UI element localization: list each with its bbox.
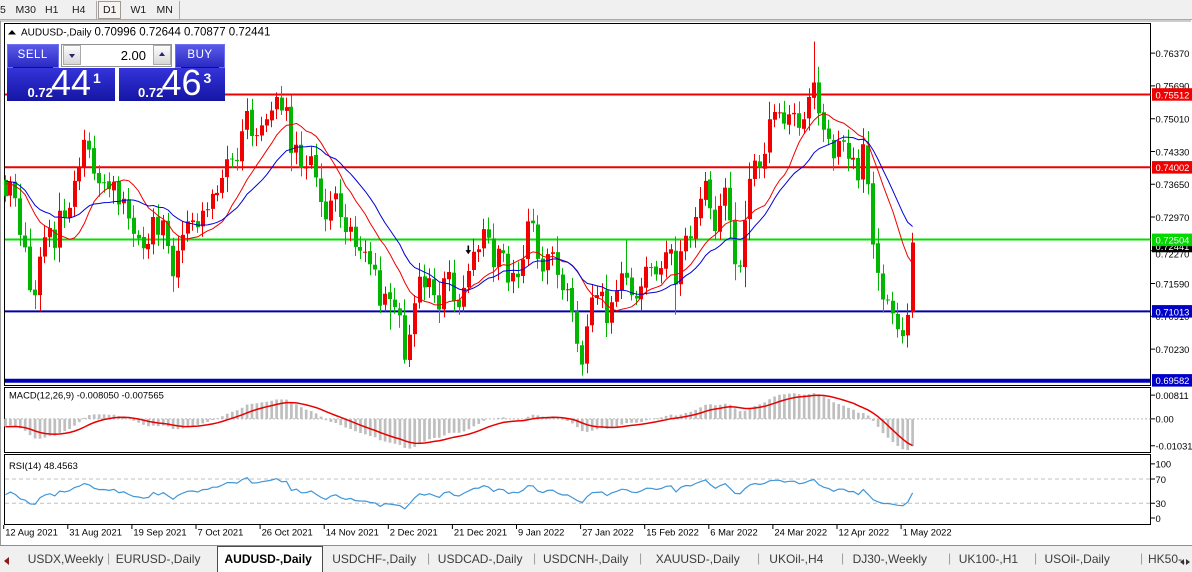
svg-text:0.00: 0.00: [1156, 414, 1174, 425]
svg-text:9 Jan 2022: 9 Jan 2022: [518, 527, 564, 538]
svg-text:19 Sep 2021: 19 Sep 2021: [133, 527, 186, 538]
svg-text:AUDUSD-,Daily: AUDUSD-,Daily: [21, 28, 92, 39]
svg-text:0.73650: 0.73650: [1156, 179, 1190, 190]
svg-text:31 Aug 2021: 31 Aug 2021: [69, 527, 122, 538]
svg-text:-0.0103115: -0.0103115: [1156, 441, 1192, 452]
svg-text:70: 70: [1156, 474, 1166, 485]
svg-text:2 Dec 2021: 2 Dec 2021: [390, 527, 438, 538]
svg-text:0.74002: 0.74002: [1156, 162, 1190, 173]
svg-text:26 Oct 2021: 26 Oct 2021: [262, 527, 313, 538]
svg-text:0: 0: [1156, 513, 1161, 524]
svg-text:0.72970: 0.72970: [1156, 212, 1190, 223]
svg-text:0.75010: 0.75010: [1156, 114, 1190, 125]
svg-text:0.71590: 0.71590: [1156, 278, 1190, 289]
svg-text:0.72504: 0.72504: [1156, 235, 1190, 246]
svg-text:RSI(14) 48.4563: RSI(14) 48.4563: [9, 460, 78, 471]
svg-text:1 May 2022: 1 May 2022: [903, 527, 952, 538]
svg-text:0.72270: 0.72270: [1156, 249, 1190, 260]
svg-text:27 Jan 2022: 27 Jan 2022: [582, 527, 634, 538]
svg-text:21 Dec 2021: 21 Dec 2021: [454, 527, 507, 538]
svg-text:0.69582: 0.69582: [1156, 375, 1190, 386]
svg-text:12 Apr 2022: 12 Apr 2022: [839, 527, 890, 538]
svg-text:14 Nov 2021: 14 Nov 2021: [326, 527, 379, 538]
svg-text:0.72441: 0.72441: [1156, 241, 1190, 252]
svg-text:24 Mar 2022: 24 Mar 2022: [774, 527, 827, 538]
svg-text:30: 30: [1156, 498, 1166, 509]
svg-text:0.74330: 0.74330: [1156, 146, 1190, 157]
svg-text:MACD(12,26,9) -0.008050 -0.007: MACD(12,26,9) -0.008050 -0.007565: [9, 390, 164, 401]
svg-text:0.75690: 0.75690: [1156, 81, 1190, 92]
svg-text:0.70230: 0.70230: [1156, 344, 1190, 355]
svg-text:0.70996 0.72644 0.70877 0.7244: 0.70996 0.72644 0.70877 0.72441: [95, 27, 271, 39]
svg-text:12 Aug 2021: 12 Aug 2021: [5, 527, 58, 538]
svg-text:6 Mar 2022: 6 Mar 2022: [710, 527, 757, 538]
svg-text:100: 100: [1156, 459, 1172, 470]
svg-text:0.71013: 0.71013: [1156, 306, 1190, 317]
svg-text:0.76370: 0.76370: [1156, 48, 1190, 59]
svg-text:7 Oct 2021: 7 Oct 2021: [198, 527, 244, 538]
svg-text:15 Feb 2022: 15 Feb 2022: [646, 527, 699, 538]
svg-text:0.00811: 0.00811: [1156, 390, 1189, 401]
svg-text:0.75512: 0.75512: [1156, 89, 1190, 100]
